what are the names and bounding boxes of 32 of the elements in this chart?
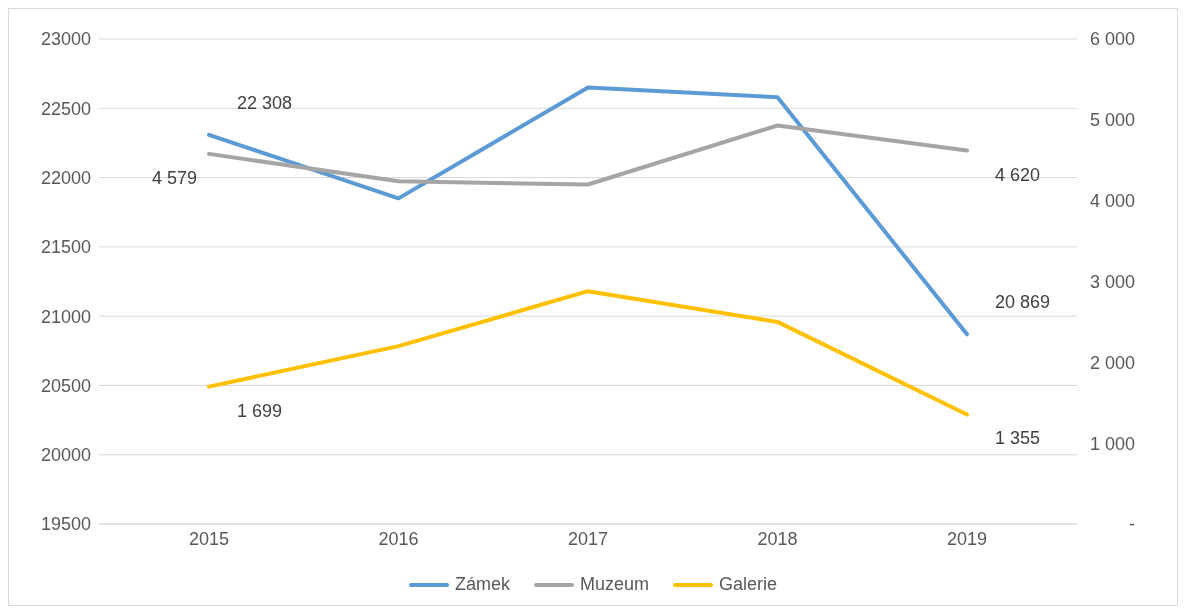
y-tick-label: 22500 [40, 98, 91, 119]
legend-label: Muzeum [578, 574, 649, 595]
data-label: 4 579 [151, 167, 197, 188]
y2-tick-label: 2 000 [1089, 352, 1135, 373]
data-label: 1 699 [237, 400, 283, 421]
y-tick-label: 19500 [40, 514, 91, 535]
x-tick-label: 2017 [567, 528, 609, 549]
y2-tick-label: 3 000 [1089, 271, 1135, 292]
data-label: 22 308 [237, 92, 293, 113]
y-tick-label: 21500 [40, 237, 91, 258]
data-label: 4 620 [995, 164, 1041, 185]
legend-label: Zámek [453, 574, 510, 595]
data-label: 20 869 [995, 292, 1051, 313]
y2-tick-label: 5 000 [1089, 110, 1135, 131]
y-tick-label: 23000 [40, 29, 91, 50]
legend-label: Galerie [718, 574, 778, 595]
x-tick-label: 2019 [946, 528, 988, 549]
y-tick-label: 20500 [40, 375, 91, 396]
x-tick-label: 2018 [757, 528, 798, 549]
y-tick-label: 20000 [40, 445, 91, 466]
x-tick-label: 2015 [188, 528, 230, 549]
line-series [207, 85, 969, 337]
y2-tick-label: - [1129, 514, 1135, 535]
y2-tick-label: 6 000 [1089, 29, 1135, 50]
y-tick-label: 21000 [40, 306, 91, 327]
line-series [207, 289, 969, 417]
y2-tick-label: 1 000 [1089, 433, 1135, 454]
y2-tick-label: 4 000 [1089, 191, 1135, 212]
line-series [207, 123, 969, 187]
y-tick-label: 22000 [40, 167, 91, 188]
x-tick-label: 2016 [378, 528, 419, 549]
data-label: 1 355 [995, 428, 1041, 449]
